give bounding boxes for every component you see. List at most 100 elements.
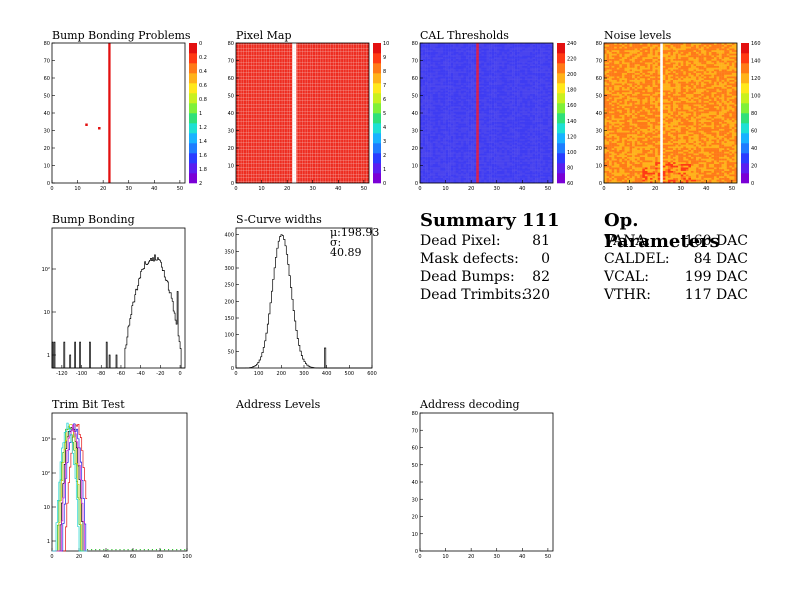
colorbar-cell [373,43,381,54]
heatmap-cell [529,116,533,119]
heatmap-cell [604,46,607,49]
heatmap-cell [440,50,444,52]
heatmap-cell [478,74,482,77]
heatmap-cell [609,137,612,140]
heatmap-cell [481,99,485,101]
heatmap-cell [458,162,462,164]
heatmap-cell [458,170,462,173]
heatmap-cell [616,106,620,108]
heatmap-cell [422,43,426,45]
colorbar-cell [189,73,197,84]
heatmap-cell [522,78,526,80]
heatmap-cell [519,160,523,163]
heatmap-cell [450,146,454,149]
heatmap-cell [471,139,474,142]
heatmap-cell [542,109,546,112]
heatmap-cell [471,155,474,157]
heatmap-cell [499,155,503,157]
heatmap-cell [524,149,528,152]
heatmap-cell [489,177,492,180]
heatmap-cell [527,177,531,180]
heatmap-cell [537,128,541,131]
heatmap-cell [430,79,433,82]
heatmap-cell [435,100,439,103]
heatmap-cell [524,106,528,108]
heatmap-cell [483,104,487,107]
heatmap-cell [501,92,505,94]
heatmap-cell [517,176,520,178]
heatmap-cell [604,179,607,182]
heatmap-cell [458,135,462,138]
heatmap-cell [545,99,549,101]
heatmap-cell [532,86,536,89]
heatmap-cell [445,99,449,101]
heatmap-cell [532,127,536,129]
heatmap-cell [463,163,467,166]
heatmap-cell [473,79,477,82]
heatmap-cell [427,111,431,114]
heatmap-cell [491,141,495,143]
heatmap-cell [483,57,487,59]
heatmap-cell [512,144,515,147]
x-tick-label: 50 [177,186,183,192]
heatmap-cell [486,74,490,77]
heatmap-cell [514,72,518,75]
heatmap-cell [542,83,546,86]
heatmap-cell [430,92,433,94]
heatmap-cell [463,57,467,59]
heatmap-cell [443,93,446,96]
heatmap-cell [545,139,549,142]
heatmap-cell [478,88,482,91]
heatmap-cell [611,155,615,157]
heatmap-cell [547,85,551,87]
heatmap-cell [448,97,451,100]
heatmap-cell [483,123,487,126]
heatmap-cell [455,92,459,94]
heatmap-cell [468,71,472,73]
heatmap-cell [450,160,454,163]
heatmap-cell [489,44,492,47]
heatmap-cell [604,177,607,180]
heatmap-cell [540,155,543,157]
heatmap-cell [494,179,497,182]
heatmap-cell [455,44,459,47]
heatmap-cell [471,177,474,180]
heatmap-cell [448,46,451,49]
heatmap-cell [491,116,495,119]
heatmap-cell [443,53,446,56]
colorbar-cell [373,53,381,64]
heatmap-cell [532,55,536,58]
heatmap-cell [455,148,459,150]
heatmap-cell [463,69,467,72]
heatmap-cell [478,71,482,73]
heatmap-cell [435,72,439,75]
heatmap-cell [476,85,480,87]
heatmap-cell [524,46,528,49]
heatmap-cell [522,57,526,59]
heatmap-cell [504,144,508,147]
y-tick-label: 70 [44,59,50,65]
heatmap-cell [455,57,459,59]
heatmap-cell [517,156,520,159]
heatmap-cell [437,128,441,131]
heatmap-cell [458,156,462,159]
heatmap-cell [468,123,472,126]
heatmap-cell [509,67,513,70]
heatmap-cell [527,85,531,87]
heatmap-cell [473,144,477,147]
heatmap-cell [453,130,457,133]
heatmap-cell [468,60,472,63]
heatmap-cell [529,177,533,180]
heatmap-cell [463,43,467,45]
heatmap-cell [514,62,518,65]
heatmap-cell [616,102,620,105]
heatmap-cell [466,79,469,82]
heatmap-cell [506,72,510,75]
heatmap-cell [512,85,515,87]
heatmap-cell [519,104,523,107]
heatmap-cell [481,76,485,79]
heatmap-cell [535,151,538,154]
heatmap-cell [611,51,615,54]
heatmap-cell [476,102,480,105]
heatmap-cell [519,158,523,161]
